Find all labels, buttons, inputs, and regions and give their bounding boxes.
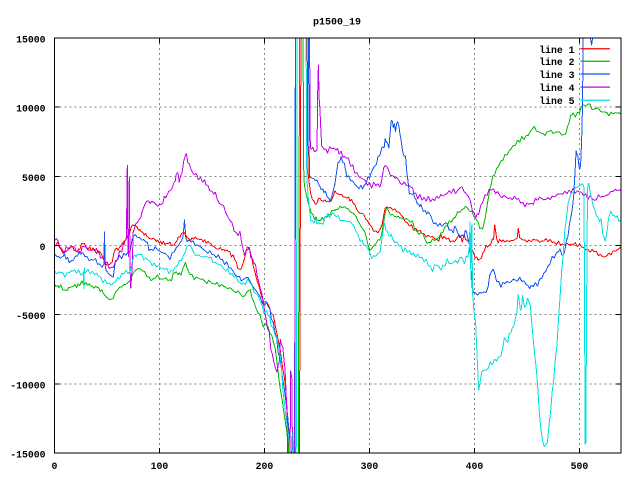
svg-text:5000: 5000 [22, 173, 46, 184]
svg-text:500: 500 [571, 461, 589, 472]
svg-text:200: 200 [256, 461, 274, 472]
svg-text:-5000: -5000 [16, 311, 46, 322]
svg-text:line 2: line 2 [539, 57, 574, 68]
svg-text:10000: 10000 [16, 104, 46, 115]
svg-text:-15000: -15000 [10, 450, 45, 461]
svg-text:15000: 15000 [16, 35, 46, 46]
svg-text:line 3: line 3 [539, 70, 574, 81]
svg-text:100: 100 [151, 461, 169, 472]
svg-text:line 1: line 1 [539, 45, 574, 56]
svg-text:line 5: line 5 [539, 96, 574, 107]
svg-text:0: 0 [40, 242, 46, 253]
svg-text:line 4: line 4 [539, 83, 574, 94]
svg-text:400: 400 [466, 461, 484, 472]
svg-text:-10000: -10000 [10, 380, 45, 391]
svg-text:300: 300 [361, 461, 379, 472]
svg-text:0: 0 [52, 461, 58, 472]
svg-text:p1500_19: p1500_19 [313, 18, 361, 29]
